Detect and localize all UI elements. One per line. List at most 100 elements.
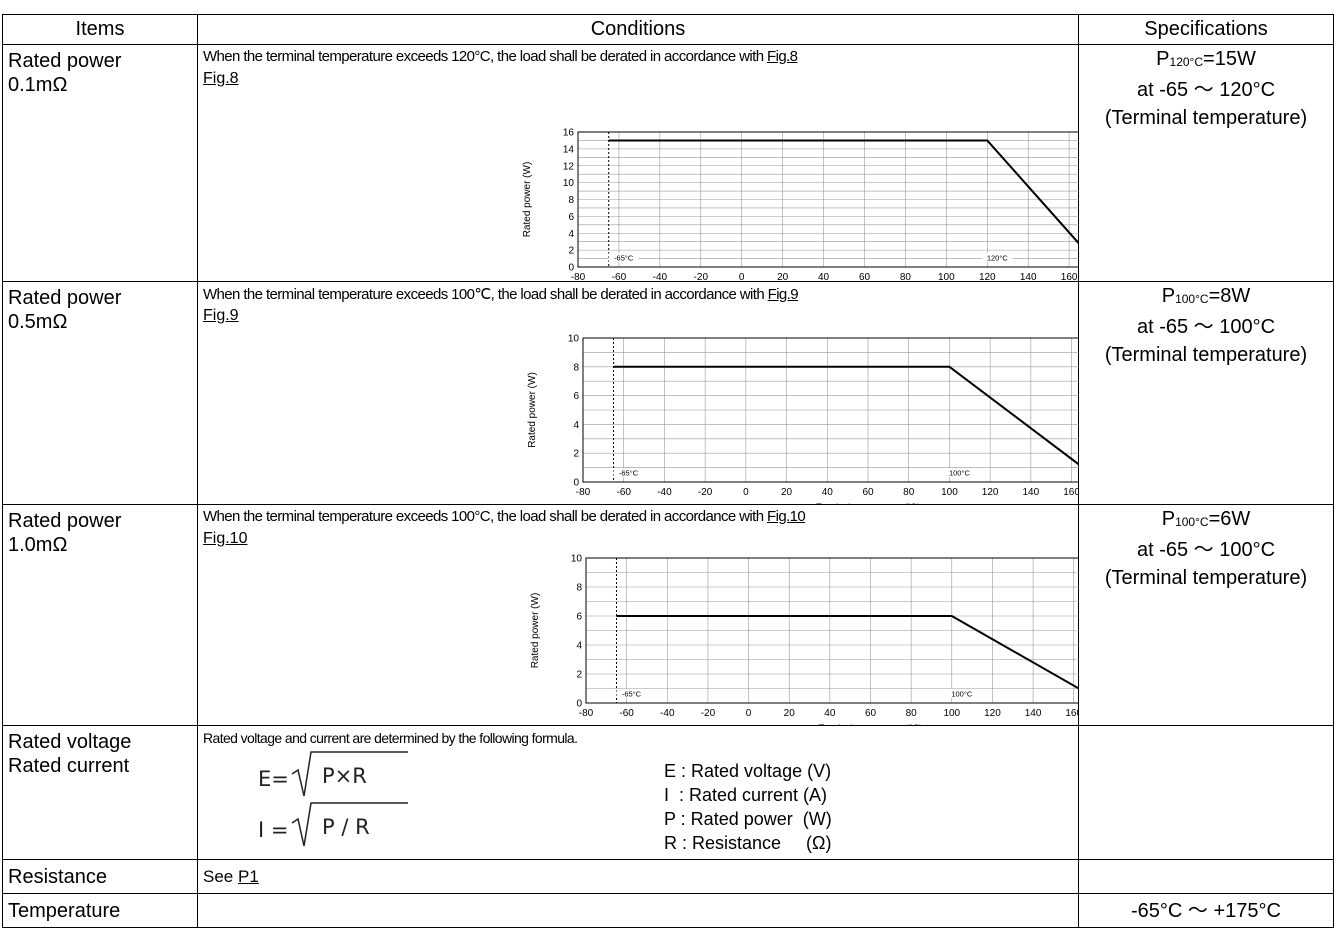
series-line	[613, 365, 1079, 466]
item-label: Rated power	[8, 50, 122, 72]
x-tick-label: 0	[739, 272, 745, 281]
y-tick-label: 2	[568, 246, 574, 257]
y-axis-label: Rated power (W)	[522, 162, 533, 238]
spec-cell: P120°C=15W at -65 ～ 120°C (Terminal temp…	[1078, 44, 1334, 282]
y-tick-label: 10	[563, 178, 575, 189]
x-tick-label: 60	[859, 272, 871, 281]
spec-cell	[1078, 725, 1334, 860]
table-row: Rated power 1.0mΩ When the terminal temp…	[2, 504, 1334, 726]
x-tick-label: 120	[982, 487, 999, 498]
definition-item: R : Resistance (Ω)	[664, 833, 832, 853]
y-tick-label: 0	[568, 263, 574, 274]
fig-link[interactable]: Fig.9	[767, 286, 799, 303]
annotation-label: 120°C	[987, 254, 1009, 263]
annotation-bg	[613, 468, 644, 477]
x-tick-label: -40	[653, 272, 668, 281]
condition-cell: When the terminal temperature exceeds 10…	[197, 504, 1079, 726]
x-tick-label: 20	[784, 708, 796, 719]
table-row: Rated power 0.5mΩ When the terminal temp…	[2, 281, 1334, 505]
item-label: Resistance	[8, 865, 107, 888]
y-tick-label: 8	[568, 195, 574, 206]
x-tick-label: 140	[1023, 487, 1040, 498]
derating-chart: -80-60-40-200204060801001201401601802000…	[530, 554, 1079, 725]
plot-frame	[577, 131, 1079, 268]
svg-text:I =: I =	[258, 818, 288, 842]
x-tick-label: 20	[781, 487, 793, 498]
x-tick-label: 80	[906, 708, 918, 719]
table-row: Temperature -65°C ～ +175°C	[2, 893, 1334, 928]
x-tick-label: 0	[743, 487, 749, 498]
x-tick-label: -60	[612, 272, 627, 281]
resistance-see: See	[203, 866, 238, 886]
x-tick-label: -40	[660, 708, 675, 719]
condition-text: When the terminal temperature exceeds 10…	[203, 508, 806, 525]
spec-range: at -65 ～ 100°C	[1136, 316, 1276, 338]
fig-link[interactable]: Fig.8	[767, 48, 798, 65]
figure-label: Fig.8	[203, 70, 239, 87]
x-tick-label: -80	[571, 272, 586, 281]
x-tick-label: -20	[701, 708, 716, 719]
y-tick-label: 12	[563, 161, 575, 172]
x-tick-label: 40	[824, 708, 836, 719]
definition-item: E : Rated voltage (V)	[664, 761, 832, 781]
formula-image: E= P×R I = P / R	[258, 751, 408, 847]
condition-cell: Rated voltage and current are determined…	[197, 725, 1079, 860]
y-axis-label: Rated power (W)	[530, 593, 541, 669]
y-tick-label: 10	[568, 334, 580, 345]
x-tick-label: -20	[698, 487, 713, 498]
y-tick-label: 10	[571, 554, 583, 565]
spec-power: P120°C=15W	[1156, 48, 1256, 70]
y-tick-label: 4	[573, 420, 579, 431]
item-cell: Temperature	[2, 893, 198, 928]
spec-temperature-range: -65°C ～ +175°C	[1131, 899, 1281, 922]
condition-cell	[197, 893, 1079, 928]
x-tick-label: -80	[579, 708, 594, 719]
annotation-bg	[946, 689, 977, 698]
annotation-label: -65°C	[614, 254, 634, 263]
condition-cell: See P1	[197, 859, 1079, 894]
x-tick-label: -60	[616, 487, 631, 498]
table-row: Rated voltage Rated current Rated voltag…	[2, 725, 1334, 860]
x-tick-label: 160	[1063, 487, 1079, 498]
spec-cell: P100°C=6W at -65 ～ 100°C (Terminal tempe…	[1078, 504, 1334, 726]
annotation-bg	[982, 253, 1013, 262]
svg-text:E=: E=	[258, 767, 289, 791]
spec-cell: -65°C ～ +175°C	[1078, 893, 1334, 928]
item-cell: Rated power 1.0mΩ	[2, 504, 198, 726]
condition-text: When the terminal temperature exceeds 12…	[203, 48, 798, 65]
x-tick-label: 140	[1025, 708, 1042, 719]
item-value: 0.5mΩ	[8, 311, 68, 333]
x-tick-label: 160	[1061, 272, 1078, 281]
derating-chart: -80-60-40-200204060801001201401601802000…	[527, 334, 1079, 504]
annotation-bg	[608, 253, 639, 262]
spec-note: (Terminal temperature)	[1104, 567, 1308, 589]
figure-label: Fig.9	[203, 307, 239, 324]
derating-chart: -80-60-40-200204060801001201401601802000…	[522, 128, 1079, 281]
header-specifications: Specifications	[1078, 14, 1334, 45]
y-tick-label: 8	[576, 583, 582, 594]
y-tick-label: 6	[576, 612, 582, 623]
y-tick-label: 8	[573, 362, 579, 373]
item-label: Rated power	[8, 287, 122, 309]
x-tick-label: 40	[818, 272, 830, 281]
page-link[interactable]: P1	[237, 866, 259, 886]
spec-note: (Terminal temperature)	[1104, 344, 1308, 366]
y-tick-label: 2	[573, 449, 579, 460]
x-tick-label: 140	[1020, 272, 1037, 281]
y-tick-label: 0	[576, 699, 582, 710]
fig-link[interactable]: Fig.10	[767, 508, 806, 525]
table-row: Rated power 0.1mΩ When the terminal temp…	[2, 44, 1334, 282]
item-cell: Rated power 0.1mΩ	[2, 44, 198, 282]
svg-text:P / R: P / R	[322, 815, 370, 839]
spec-cell	[1078, 859, 1334, 894]
annotation-label: 100°C	[949, 469, 971, 478]
x-tick-label: 80	[903, 487, 915, 498]
spec-table: Items Conditions Specifications Rated po…	[2, 14, 1334, 928]
plot-frame	[585, 557, 1079, 704]
y-tick-label: 4	[576, 641, 582, 652]
series-line	[616, 615, 1079, 690]
y-tick-label: 6	[568, 212, 574, 223]
x-tick-label: 60	[865, 708, 877, 719]
annotation-label: -65°C	[619, 469, 639, 478]
x-axis-label: Terminal temperature (°C)	[819, 723, 923, 725]
